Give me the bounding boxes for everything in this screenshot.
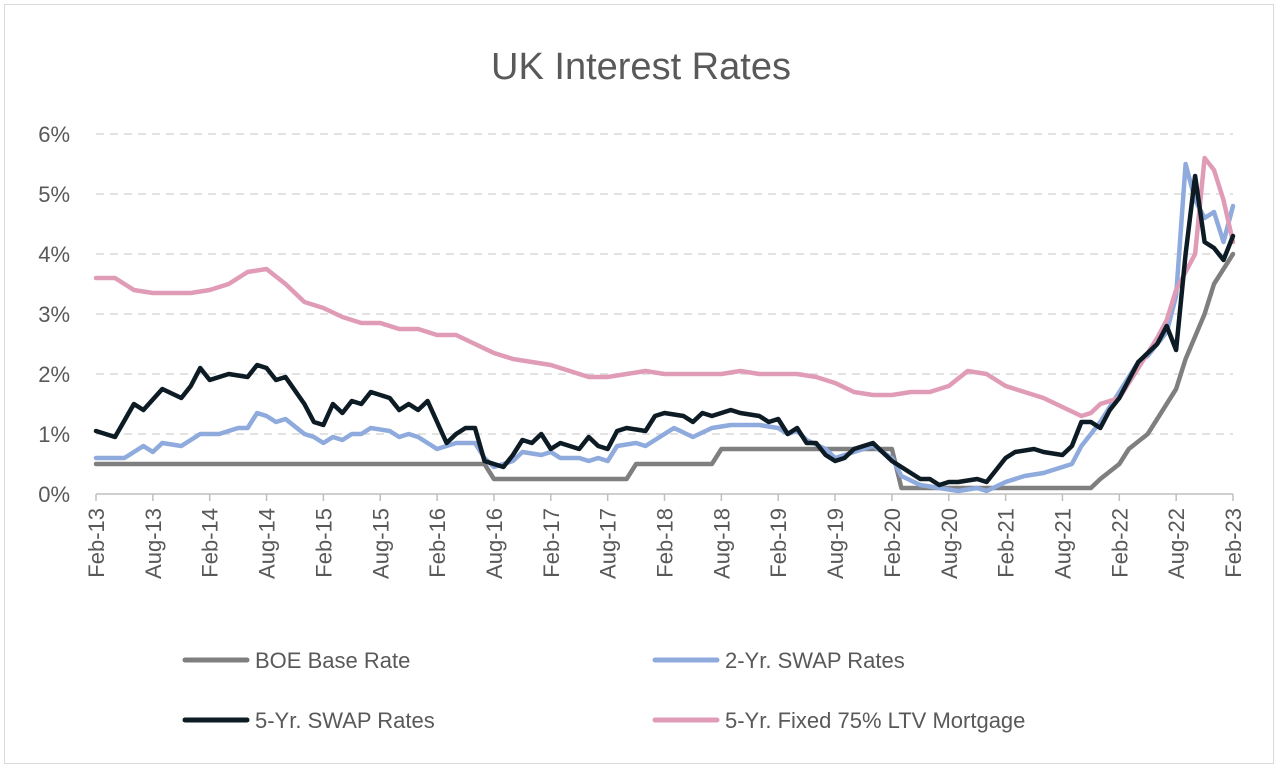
y-tick-label: 0% [38,482,70,507]
series-layer [93,155,1236,494]
x-tick-label: Feb-22 [1107,508,1132,578]
series-line-5-yr-fixed-75-ltv-mortgage [93,155,1236,419]
x-tick-label: Feb-19 [766,508,791,578]
x-tick-label: Aug-19 [823,508,848,579]
x-tick-label: Feb-20 [880,508,905,578]
chart-svg: UK Interest Rates 0% 1% 2% 3% 4% 5% 6% Feb-13 A… [38,46,1246,733]
x-tick-label: Aug-17 [596,508,621,579]
x-tick-label: Feb-13 [84,508,109,578]
y-tick-label: 5% [38,182,70,207]
x-tick-label: Aug-16 [482,508,507,579]
y-tick-label: 2% [38,362,70,387]
y-tick-label: 6% [38,122,70,147]
x-tick-label: Feb-17 [539,508,564,578]
x-tick-label: Aug-22 [1164,508,1189,579]
x-tick-label: Aug-18 [709,508,734,579]
legend-label: BOE Base Rate [255,648,410,673]
chart-title: UK Interest Rates [491,46,791,88]
x-tick-label: Feb-18 [653,508,678,578]
y-tick-label: 3% [38,302,70,327]
y-axis-tick-labels: 0% 1% 2% 3% 4% 5% 6% [38,122,70,507]
legend-item: 5-Yr. Fixed 75% LTV Mortgage [652,708,1025,733]
x-tick-label: Feb-16 [425,508,450,578]
x-tick-label: Aug-13 [141,508,166,579]
legend: BOE Base Rate 2-Yr. SWAP Rates 5-Yr. SWAP … [182,648,1025,733]
chart-frame: UK Interest Rates 0% 1% 2% 3% 4% 5% 6% Feb-13 A… [4,4,1274,764]
x-axis-tick-labels: Feb-13 Aug-13 Feb-14 Aug-14 Feb-15 Aug-15 Feb-… [84,508,1246,579]
legend-label: 5-Yr. Fixed 75% LTV Mortgage [725,708,1025,733]
series-line-boe-base-rate [93,251,1236,491]
x-tick-label: Feb-15 [311,508,336,578]
x-tick-label: Aug-15 [368,508,393,579]
x-tick-label: Aug-21 [1050,508,1075,579]
y-tick-label: 1% [38,422,70,447]
x-tick-label: Feb-14 [198,508,223,578]
x-tick-label: Aug-20 [937,508,962,579]
legend-item: 2-Yr. SWAP Rates [652,648,905,673]
legend-label: 2-Yr. SWAP Rates [725,648,905,673]
y-tick-label: 4% [38,242,70,267]
legend-item: BOE Base Rate [182,648,410,673]
series-line-2-yr-swap-rates [93,161,1236,494]
legend-label: 5-Yr. SWAP Rates [255,708,435,733]
series-line-5-yr-swap-rates [93,173,1236,488]
x-tick-label: Feb-23 [1221,508,1246,578]
x-tick-label: Feb-21 [994,508,1019,578]
grid-layer [95,133,1234,501]
x-tick-label: Aug-14 [255,508,280,579]
legend-item: 5-Yr. SWAP Rates [182,708,435,733]
